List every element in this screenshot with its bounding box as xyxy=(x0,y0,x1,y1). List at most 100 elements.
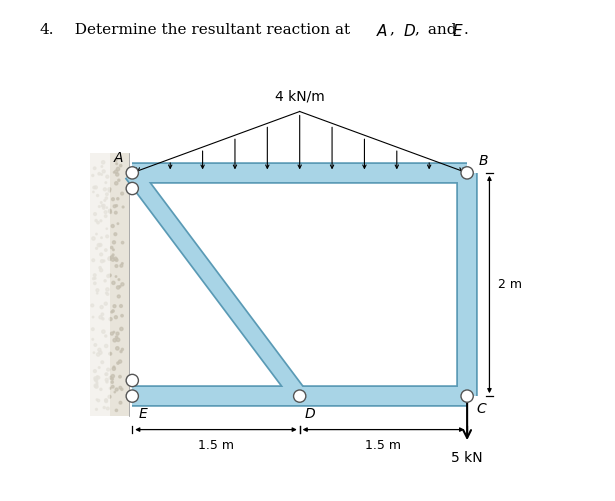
Point xyxy=(102,232,112,240)
Point xyxy=(105,187,114,195)
Point xyxy=(108,195,118,203)
Point xyxy=(116,325,126,333)
Point xyxy=(110,388,120,396)
Point xyxy=(105,393,114,401)
Point xyxy=(111,179,121,187)
Point xyxy=(101,194,111,202)
Point xyxy=(107,308,117,316)
Point xyxy=(91,376,101,384)
Circle shape xyxy=(126,167,138,179)
Point xyxy=(117,238,127,246)
Point xyxy=(113,344,122,352)
Point xyxy=(98,202,108,210)
Point xyxy=(101,397,111,405)
Text: $E$: $E$ xyxy=(452,23,464,39)
Point xyxy=(116,162,125,170)
Point xyxy=(113,165,123,173)
Point xyxy=(117,385,127,393)
Circle shape xyxy=(126,182,138,195)
Point xyxy=(105,272,115,280)
Point xyxy=(94,241,104,249)
Point xyxy=(90,280,100,288)
Point xyxy=(114,276,124,284)
Point xyxy=(111,202,121,210)
Point xyxy=(101,289,111,297)
Point xyxy=(116,302,126,310)
Point xyxy=(113,284,123,292)
Point xyxy=(105,350,114,358)
Point xyxy=(93,396,103,404)
Point xyxy=(97,170,106,178)
Text: 4 kN/m: 4 kN/m xyxy=(275,90,325,104)
Point xyxy=(99,257,109,265)
Point xyxy=(90,275,100,283)
Point xyxy=(101,342,111,350)
Point xyxy=(107,253,117,261)
Point xyxy=(89,275,98,283)
Point xyxy=(113,336,123,344)
Point xyxy=(101,376,111,384)
Point xyxy=(88,313,98,321)
Point xyxy=(108,372,118,380)
Point xyxy=(117,312,127,320)
Point xyxy=(103,366,113,374)
Point xyxy=(93,351,103,359)
Point xyxy=(111,156,121,164)
Point xyxy=(109,302,119,310)
Point xyxy=(103,272,113,280)
Point xyxy=(94,170,104,178)
Point xyxy=(102,203,112,211)
Text: 4.: 4. xyxy=(40,23,55,37)
Point xyxy=(93,191,103,199)
Point xyxy=(92,373,102,381)
Point xyxy=(90,376,100,384)
Circle shape xyxy=(293,390,306,402)
Point xyxy=(94,202,104,210)
Point xyxy=(105,255,114,263)
Point xyxy=(116,262,126,270)
Point xyxy=(93,218,103,226)
Text: $A$: $A$ xyxy=(376,23,389,39)
Text: $A$: $A$ xyxy=(113,151,124,165)
Point xyxy=(98,315,108,323)
Point xyxy=(92,396,101,404)
Point xyxy=(99,403,109,411)
Point xyxy=(97,198,106,206)
Point xyxy=(117,189,127,197)
Point xyxy=(111,168,121,176)
Point xyxy=(103,404,113,412)
Point xyxy=(112,385,122,393)
Point xyxy=(88,325,98,333)
Point xyxy=(92,378,102,386)
Point xyxy=(115,283,125,291)
Point xyxy=(90,164,100,172)
Point xyxy=(95,349,105,357)
Point xyxy=(88,171,98,179)
Point xyxy=(107,243,117,252)
Text: .: . xyxy=(464,23,469,37)
Point xyxy=(108,383,117,391)
Point xyxy=(102,173,112,181)
Point xyxy=(89,183,99,191)
Point xyxy=(97,303,106,311)
Point xyxy=(90,271,100,279)
Point xyxy=(101,208,111,216)
Point xyxy=(96,385,106,393)
Point xyxy=(113,219,123,227)
Point xyxy=(115,373,125,381)
Point xyxy=(89,349,99,357)
Point xyxy=(102,378,112,386)
Point xyxy=(108,246,118,254)
Point xyxy=(93,374,103,382)
Text: ,: , xyxy=(415,23,419,37)
Point xyxy=(90,341,100,349)
Point xyxy=(89,256,98,264)
Point xyxy=(92,230,101,238)
Point xyxy=(101,370,111,378)
Point xyxy=(100,277,110,285)
Point xyxy=(91,382,101,390)
Text: $C$: $C$ xyxy=(476,402,488,416)
Point xyxy=(109,365,119,373)
Point xyxy=(109,168,119,176)
Point xyxy=(111,208,121,216)
